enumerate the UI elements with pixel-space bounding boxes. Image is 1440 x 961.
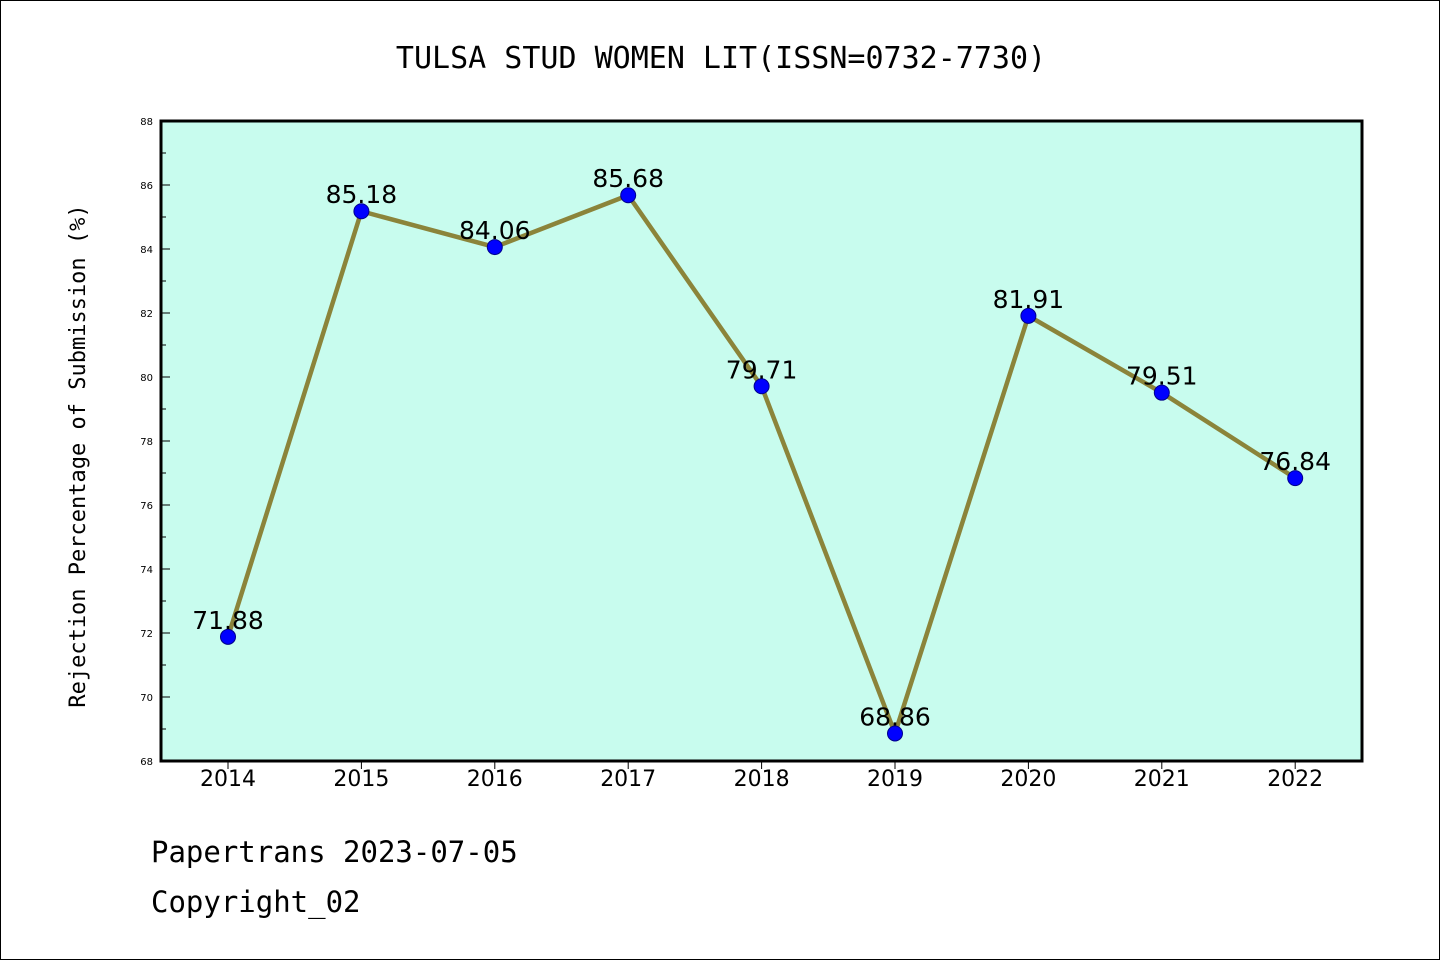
- x-tick-label: 2022: [1267, 767, 1323, 792]
- data-point: [353, 203, 370, 220]
- data-point: [486, 239, 503, 256]
- data-label: 81.91: [993, 285, 1065, 314]
- y-axis-label: Rejection Percentage of Submission (%): [66, 204, 91, 707]
- footer-copyright: Copyright_02: [151, 885, 361, 919]
- plot-area: [159, 119, 1364, 763]
- x-tick-label: 2017: [600, 767, 656, 792]
- y-tick-label: 70: [140, 693, 153, 704]
- y-tick-label: 84: [140, 245, 153, 256]
- x-tick-label: 2020: [1000, 767, 1056, 792]
- data-label: 68.86: [859, 702, 931, 731]
- data-point: [753, 378, 770, 395]
- y-tick-label: 80: [140, 373, 153, 384]
- x-tick-label: 2021: [1134, 767, 1190, 792]
- y-axis: 68 70 72 74 76 78 80 82 84 86 88: [140, 117, 170, 768]
- data-point: [620, 187, 637, 204]
- y-tick-label: 78: [140, 437, 153, 448]
- data-label: 85.68: [592, 164, 664, 193]
- y-tick-label: 76: [140, 501, 153, 512]
- x-tick-label: 2018: [734, 767, 790, 792]
- data-label: 79.71: [726, 355, 798, 384]
- y-tick-label: 88: [140, 117, 153, 128]
- y-tick-label: 68: [140, 757, 153, 768]
- data-label: 84.06: [459, 216, 531, 245]
- x-tick-label: 2014: [200, 767, 256, 792]
- data-point: [1153, 384, 1170, 401]
- data-label: 71.88: [192, 606, 264, 635]
- data-point: [220, 628, 236, 645]
- y-tick-label: 86: [140, 181, 153, 192]
- data-label: 79.51: [1126, 362, 1198, 391]
- chart-title: TULSA STUD WOMEN LIT(ISSN=0732-7730): [396, 41, 1046, 76]
- data-label: 76.84: [1259, 447, 1331, 476]
- y-tick-label: 74: [140, 565, 153, 576]
- data-labels: 71.88 85.18 84.06 85.68 79.71 68.86 81.91 79.51…: [192, 164, 1331, 731]
- data-point: [1020, 307, 1037, 324]
- x-tick-label: 2016: [467, 767, 523, 792]
- y-tick-label: 72: [140, 629, 153, 640]
- x-tick-label: 2015: [333, 767, 389, 792]
- footer-date: Papertrans 2023-07-05: [151, 835, 518, 869]
- data-point: [887, 725, 903, 742]
- data-point: [1287, 470, 1304, 487]
- y-tick-label: 82: [140, 309, 153, 320]
- data-markers: [220, 187, 1304, 742]
- x-tick-label: 2019: [867, 767, 923, 792]
- data-label: 85.18: [326, 180, 398, 209]
- x-axis: 2014 2015 2016 2017 2018 2019 2020 2021 2022: [200, 761, 1323, 792]
